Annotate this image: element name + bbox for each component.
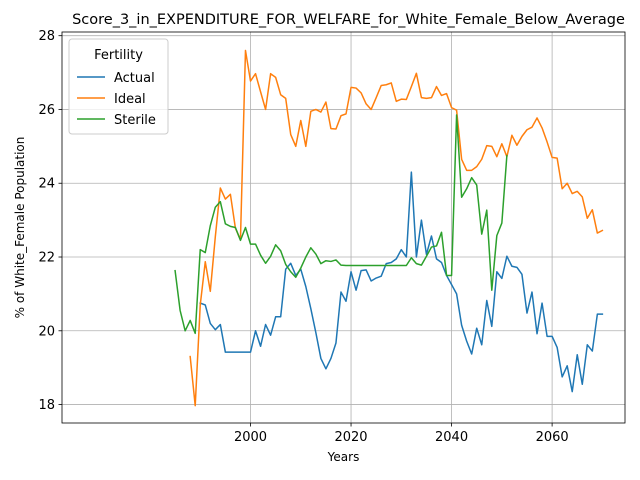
y-tick-label: 26: [38, 103, 55, 118]
y-tick-label: 22: [38, 251, 55, 266]
plot-frame: [61, 31, 626, 424]
legend-title: Fertility: [94, 48, 143, 63]
y-tick-label: 24: [38, 177, 55, 192]
legend-box: [68, 38, 169, 135]
y-tick-label: 18: [38, 398, 55, 413]
y-axis-label: % of White_Female Population: [13, 137, 27, 319]
x-tick-label: 2000: [234, 430, 267, 445]
y-tick-label: 20: [38, 324, 55, 339]
legend-label-actual: Actual: [114, 71, 155, 86]
x-tick-label: 2060: [536, 430, 569, 445]
y-axis-ticks: 18 20 22 24 26 28: [38, 29, 62, 413]
x-axis-ticks: 2000 2020 2040 2060: [234, 423, 569, 445]
x-tick-label: 2020: [334, 430, 367, 445]
series-line-actual: [199, 171, 604, 393]
legend-entries: Actual Ideal Sterile: [77, 71, 156, 128]
series-lines: [174, 49, 604, 407]
legend: Fertility Actual Ideal Sterile: [68, 38, 169, 135]
legend-label-sterile: Sterile: [114, 113, 156, 128]
y-tick-label: 28: [38, 29, 55, 44]
x-tick-label: 2040: [435, 430, 468, 445]
chart-title: Score_3_in_EXPENDITURE_FOR_WELFARE_for_W…: [72, 12, 625, 28]
series-line-sterile: [174, 114, 508, 335]
legend-label-ideal: Ideal: [114, 92, 146, 107]
series-line-ideal: [189, 49, 604, 407]
x-axis-label: Years: [327, 450, 360, 464]
